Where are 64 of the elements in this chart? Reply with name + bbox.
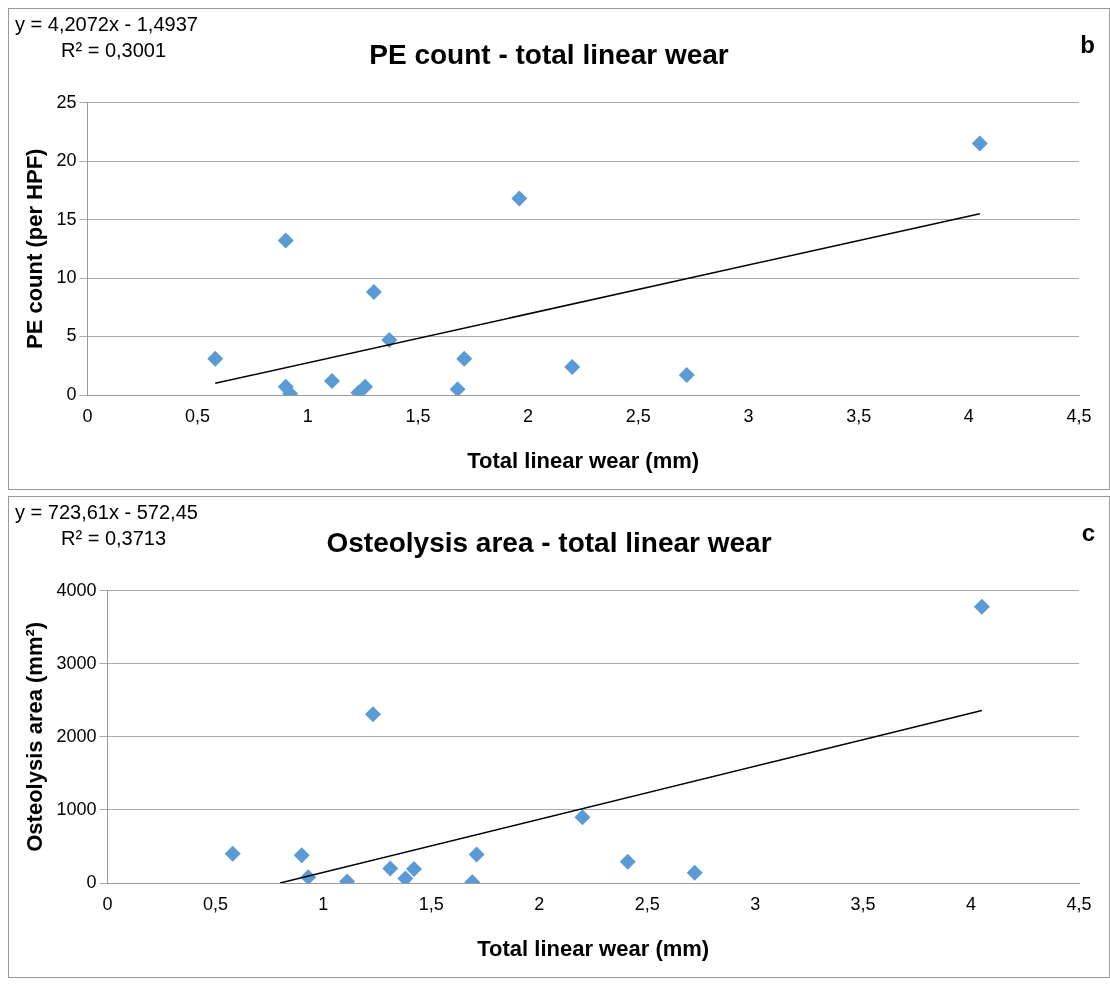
x-tick-label: 0: [102, 893, 113, 914]
y-tick-label: 10: [56, 267, 77, 288]
x-tick-label: 0,5: [202, 893, 228, 914]
point: [382, 860, 399, 877]
text: R² = 0,3713: [61, 527, 167, 550]
point: [357, 378, 374, 395]
point: [574, 809, 591, 826]
x-axis-title: Total linear wear (mm): [477, 935, 710, 961]
x-tick-label: 3,5: [850, 893, 876, 914]
y-tick-label: 0: [86, 871, 97, 892]
x-tick-label: 2: [534, 893, 545, 914]
y-tick-label: 15: [56, 208, 77, 229]
x-tick-label: 1,5: [405, 405, 431, 426]
x-tick-label: 1,5: [418, 893, 444, 914]
x-tick-label: 3: [750, 893, 761, 914]
y-tick-label: 2000: [56, 725, 97, 746]
point: [564, 358, 581, 375]
point: [449, 381, 466, 395]
point: [365, 284, 382, 301]
point: [468, 846, 485, 863]
chart-title: Osteolysis area - total linear wear: [326, 526, 772, 558]
point: [224, 845, 241, 862]
text: y = 723,61x - 572,45: [15, 501, 198, 524]
point: [406, 861, 423, 878]
x-tick-label: 3: [743, 405, 754, 426]
y-tick-label: 1000: [56, 798, 97, 819]
x-tick-label: 4: [963, 405, 974, 426]
y-tick-label: 25: [56, 91, 77, 112]
point: [973, 598, 990, 615]
point: [207, 350, 224, 367]
point: [365, 706, 381, 723]
y-axis-title: PE count (per HPF): [22, 148, 48, 350]
point: [686, 864, 703, 881]
point: [293, 847, 310, 864]
point: [511, 190, 528, 207]
y-tick-label: 3000: [56, 652, 97, 673]
x-tick-label: 2: [523, 405, 534, 426]
x-tick-label: 2,5: [625, 405, 651, 426]
x-tick-label: 4: [966, 893, 977, 914]
text: R² = 0,3001: [61, 39, 167, 62]
x-tick-label: 1: [318, 893, 329, 914]
y-tick-label: 0: [66, 383, 77, 404]
x-tick-label: 1: [302, 405, 313, 426]
x-tick-label: 2,5: [634, 893, 660, 914]
point: [324, 372, 341, 389]
y-axis-title: Osteolysis area (mm²): [22, 621, 48, 852]
text: c: [1081, 519, 1095, 547]
point: [381, 332, 398, 349]
x-tick-label: 4,5: [1066, 893, 1092, 914]
x-tick-label: 0,5: [185, 405, 211, 426]
y-tick-label: 5: [66, 325, 77, 346]
text: b: [1080, 31, 1095, 59]
chart-title: PE count - total linear wear: [369, 38, 729, 70]
point: [678, 367, 695, 384]
point: [277, 232, 294, 249]
point: [619, 853, 636, 870]
x-tick-label: 3,5: [846, 405, 872, 426]
text: y = 4,2072x - 1,4937: [15, 13, 198, 36]
y-tick-label: 20: [56, 150, 77, 171]
x-axis-title: Total linear wear (mm): [467, 447, 700, 473]
point: [971, 135, 988, 152]
x-tick-label: 4,5: [1066, 405, 1092, 426]
y-tick-label: 4000: [56, 579, 97, 600]
point: [456, 350, 473, 367]
